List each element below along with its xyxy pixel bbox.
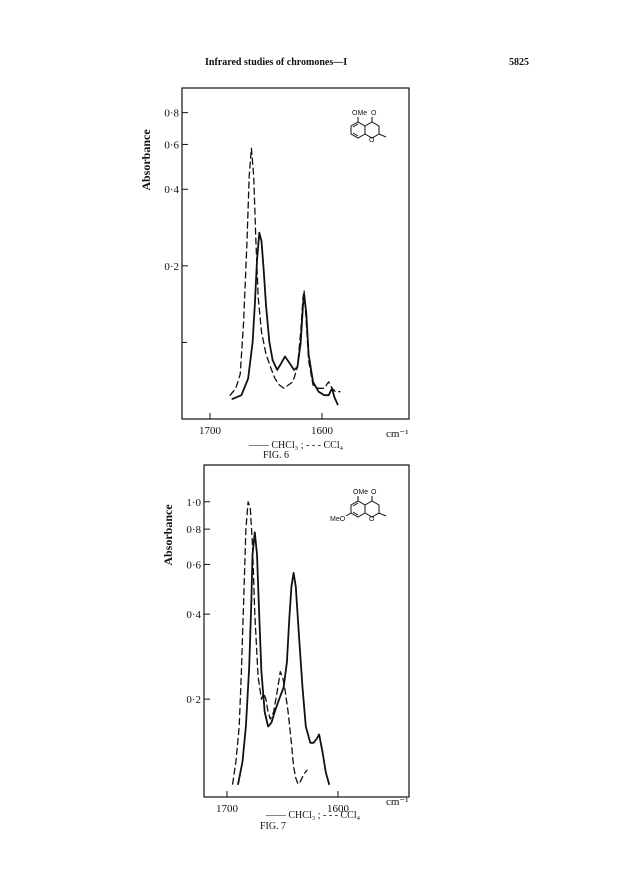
fig7-legend-text: —— CHCl₃ ; - - - CCl₄ <box>265 810 361 821</box>
fig6-caption: FIG. 6 <box>263 450 289 461</box>
fig7-y-tick-label-0: 1·0 <box>186 497 201 509</box>
running-header-title: Infrared studies of chromones—I <box>205 57 348 68</box>
fig6-y-ticks: 0·8 0·6 0·4 0·2 <box>164 108 188 343</box>
fig6-chromone-structure: OMe O O <box>350 110 387 144</box>
fig7-plot-frame <box>203 464 410 798</box>
fig6-series-ccl4-line <box>229 147 341 396</box>
fig6-y-tick-label-0: 0·8 <box>164 108 179 120</box>
page-number: 5825 <box>509 57 529 68</box>
fig6-structure-carbonyl-o: O <box>371 110 377 117</box>
fig7-structure-meo-label: MeO <box>330 516 346 523</box>
fig7-y-tick-label-2: 0·6 <box>186 559 201 571</box>
fig7-structure-ome-label: OMe <box>353 489 368 496</box>
fig7-series-ccl4-line <box>231 501 308 785</box>
fig7-y-ticks: 1·0 0·8 0·6 0·4 0·2 <box>186 497 210 706</box>
fig7-caption: FIG. 7 <box>260 821 286 832</box>
fig7-x-tick-label-1: 1600 <box>327 803 350 815</box>
fig7-y-tick-label-3: 0·4 <box>186 609 201 621</box>
fig6-x-tick-label-1: 1600 <box>311 425 334 437</box>
fig6-x-ticks: 1700 1600 <box>199 413 334 437</box>
fig7-y-axis-label: Absorbance <box>161 504 175 566</box>
fig7-y-tick-label-4: 0·2 <box>186 694 201 706</box>
fig7-y-tick-label-1: 0·8 <box>186 524 201 536</box>
figure-6: 0·8 0·6 0·4 0·2 1700 1600 Absorbance cm⁻¹ ——… <box>139 87 410 461</box>
fig6-legend-text: —— CHCl₃ ; - - - CCl₄ <box>248 440 344 451</box>
fig6-structure-ome-label: OMe <box>352 110 367 117</box>
figure-7: 1·0 0·8 0·6 0·4 0·2 1700 1600 Absorbance cm⁻¹… <box>161 464 410 832</box>
fig6-y-axis-label: Absorbance <box>139 129 153 191</box>
fig7-x-tick-label-0: 1700 <box>216 803 239 815</box>
fig7-structure-ring-o: O <box>369 516 375 523</box>
fig6-series-chcl3-line <box>231 231 339 406</box>
fig7-chromone-structure: OMe O MeO O <box>330 489 387 523</box>
fig6-series-group <box>229 147 341 406</box>
fig7-structure-carbonyl-o: O <box>371 489 377 496</box>
fig6-plot-frame <box>181 87 410 420</box>
fig7-series-group <box>231 501 331 785</box>
fig6-x-tick-label-0: 1700 <box>199 425 222 437</box>
fig6-y-tick-label-3: 0·2 <box>164 261 179 273</box>
fig7-x-unit-label: cm⁻¹ <box>386 796 409 808</box>
fig6-y-tick-label-1: 0·6 <box>164 139 179 151</box>
fig6-y-tick-label-2: 0·4 <box>164 184 179 196</box>
fig6-x-unit-label: cm⁻¹ <box>386 428 409 440</box>
fig6-structure-ring-o: O <box>369 137 375 144</box>
fig7-x-ticks: 1700 1600 <box>216 791 350 815</box>
fig7-series-chcl3-line <box>237 531 331 785</box>
